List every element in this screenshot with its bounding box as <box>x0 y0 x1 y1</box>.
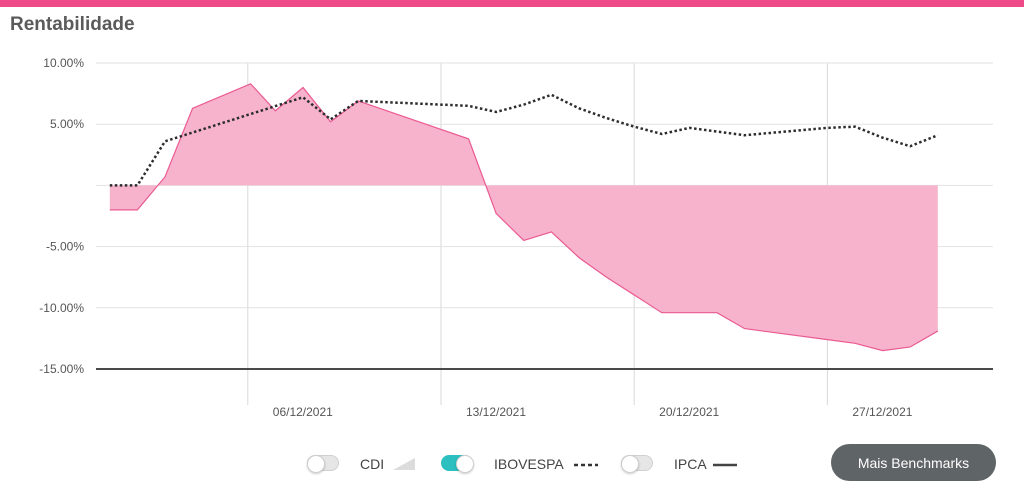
area-series-line <box>109 83 939 352</box>
ipca-toggle[interactable] <box>621 455 653 473</box>
area-triangle-icon <box>393 458 415 470</box>
more-benchmarks-button[interactable]: Mais Benchmarks <box>831 444 996 481</box>
x-tick-label: 06/12/2021 <box>273 405 333 419</box>
benchmark-legend: CDI IBOVESPA IPCA <box>0 452 1024 482</box>
y-tick-label: -10.00% <box>39 301 84 315</box>
rentabilidade-chart: 10.00% 5.00% -5.00% -10.00% -15.00% 06/12/202… <box>39 56 993 419</box>
page-title: Rentabilidade <box>10 14 135 35</box>
x-tick-label: 20/12/2021 <box>659 405 719 419</box>
top-accent-bar <box>0 0 1024 7</box>
dashed-line-icon <box>574 463 598 467</box>
cdi-toggle[interactable] <box>307 455 339 473</box>
x-tick-label: 27/12/2021 <box>852 405 912 419</box>
y-tick-label: 5.00% <box>50 117 84 131</box>
solid-line-icon <box>713 463 737 467</box>
ibovespa-legend-label: IBOVESPA <box>494 456 564 472</box>
toggle-knob <box>621 455 639 473</box>
x-tick-label: 13/12/2021 <box>466 405 526 419</box>
toggle-knob <box>456 455 474 473</box>
y-tick-label: -5.00% <box>46 240 84 254</box>
y-tick-label: -15.00% <box>39 362 84 376</box>
ipca-legend-label: IPCA <box>674 456 707 472</box>
ibovespa-series-line <box>109 93 939 187</box>
cdi-legend-label: CDI <box>360 456 385 472</box>
ibovespa-toggle[interactable] <box>441 455 474 473</box>
area-series-fill <box>109 83 938 351</box>
toggle-knob <box>307 455 325 473</box>
y-tick-label: 10.00% <box>43 56 84 70</box>
